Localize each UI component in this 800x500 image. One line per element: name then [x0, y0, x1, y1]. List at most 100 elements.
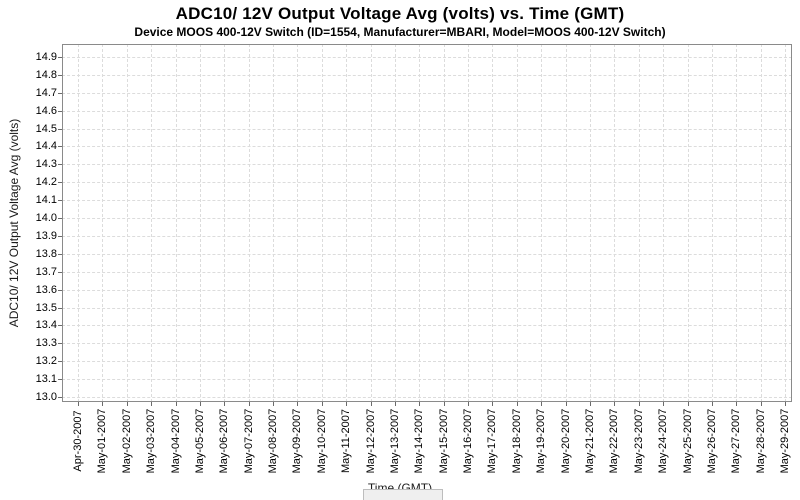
x-tick-label: May-09-2007: [291, 408, 304, 474]
x-tick-label: May-01-2007: [96, 408, 109, 474]
y-tick-label: 14.1: [35, 194, 57, 207]
gridline-horizontal: [62, 361, 792, 363]
y-tick-label: 14.5: [35, 122, 57, 135]
gridline-horizontal: [62, 218, 792, 219]
gridline-vertical: [346, 44, 348, 402]
gridline-vertical: [492, 44, 494, 402]
y-tick-label: 14.7: [35, 86, 57, 99]
gridline-horizontal: [62, 307, 792, 309]
y-tick-label: 14.9: [35, 50, 57, 63]
gridline-horizontal: [62, 146, 792, 148]
y-tick-mark: [58, 56, 62, 58]
y-tick-mark: [58, 200, 62, 202]
x-tick-label: May-28-2007: [754, 408, 767, 474]
y-tick-mark: [58, 92, 62, 94]
y-tick-label: 13.2: [35, 355, 57, 368]
x-tick-label: May-08-2007: [267, 408, 279, 474]
chart-title: ADC10/ 12V Output Voltage Avg (volts) vs…: [175, 4, 625, 23]
gridline-vertical: [297, 44, 299, 402]
y-tick-label: 14.3: [35, 158, 57, 171]
gridline-vertical: [151, 44, 153, 402]
x-tick-label: May-23-2007: [632, 408, 645, 474]
y-tick-mark: [58, 271, 62, 273]
gridline-horizontal: [62, 128, 792, 130]
x-tick-label: May-12-2007: [364, 408, 377, 474]
x-tick-label: May-21-2007: [584, 408, 596, 474]
gridline-vertical: [102, 44, 104, 402]
y-tick-mark: [58, 253, 62, 255]
x-tick-label: May-02-2007: [120, 408, 133, 474]
x-tick-label: May-11-2007: [340, 409, 353, 473]
x-tick-label: May-26-2007: [705, 408, 718, 474]
y-tick-mark: [58, 397, 62, 398]
gridline-horizontal: [62, 200, 792, 202]
x-tick-label: May-15-2007: [437, 408, 450, 474]
gridline-vertical: [468, 44, 470, 402]
x-tick-mark: [273, 402, 274, 406]
gridline-vertical: [273, 44, 274, 402]
x-tick-mark: [736, 402, 738, 406]
x-tick-label: May-14-2007: [413, 408, 426, 474]
x-tick-label: May-20-2007: [559, 408, 572, 474]
chart-subtitle: Device MOOS 400-12V Switch (ID=1554, Man…: [134, 25, 666, 39]
y-tick-label: 13.3: [35, 337, 57, 350]
x-tick-mark: [614, 402, 616, 406]
x-tick-label: May-22-2007: [608, 408, 621, 474]
gridline-vertical: [736, 44, 738, 402]
y-tick-label: 14.6: [35, 104, 57, 117]
gridline-vertical: [663, 44, 665, 402]
x-tick-mark: [541, 402, 543, 406]
x-tick-label: May-10-2007: [315, 408, 328, 474]
x-tick-label: May-03-2007: [145, 408, 158, 474]
x-tick-mark: [151, 402, 153, 406]
gridline-vertical: [175, 44, 177, 402]
y-tick-mark: [58, 74, 62, 76]
gridline-horizontal: [62, 164, 792, 166]
x-tick-label: Apr-30-2007: [72, 410, 84, 472]
x-tick-mark: [760, 402, 762, 406]
gridline-vertical: [590, 44, 591, 402]
y-tick-mark: [58, 146, 62, 148]
plot-area: [62, 44, 792, 402]
gridline-horizontal: [62, 235, 792, 237]
x-tick-mark: [248, 402, 250, 406]
x-tick-label: May-05-2007: [193, 408, 206, 474]
gridline-vertical: [321, 44, 323, 402]
x-tick-mark: [687, 402, 689, 406]
x-tick-label: May-24-2007: [657, 408, 670, 474]
y-tick-mark: [58, 164, 62, 166]
gridline-horizontal: [62, 325, 792, 327]
gridline-horizontal: [62, 379, 792, 381]
gridline-vertical: [419, 44, 421, 402]
x-tick-mark: [590, 402, 591, 406]
y-tick-label: 14.4: [35, 140, 57, 153]
gridline-vertical: [199, 44, 201, 402]
gridline-vertical: [541, 44, 543, 402]
x-tick-label: May-07-2007: [242, 408, 255, 474]
gridline-vertical: [785, 44, 786, 402]
y-tick-mark: [58, 379, 62, 381]
gridline-horizontal: [62, 253, 792, 255]
x-tick-label: May-19-2007: [535, 408, 548, 474]
y-tick-label: 13.7: [35, 265, 57, 278]
y-tick-label: 13.5: [35, 301, 57, 314]
x-tick-mark: [175, 402, 177, 406]
gridline-horizontal: [62, 56, 792, 58]
gridline-horizontal: [62, 343, 792, 345]
y-tick-mark: [58, 343, 62, 345]
y-tick-label: 14.8: [35, 68, 57, 81]
gridline-vertical: [394, 44, 396, 402]
gridline-horizontal: [62, 289, 792, 291]
x-tick-mark: [199, 402, 201, 406]
y-tick-mark: [58, 289, 62, 291]
x-tick-mark: [443, 402, 445, 406]
x-tick-mark: [419, 402, 421, 406]
gridline-vertical: [687, 44, 689, 402]
y-tick-mark: [58, 235, 62, 237]
x-tick-label: May-06-2007: [218, 408, 231, 474]
x-tick-label: May-04-2007: [169, 408, 182, 474]
gridline-vertical: [614, 44, 616, 402]
gridline-horizontal: [62, 182, 792, 184]
x-tick-mark: [224, 402, 226, 406]
gridline-horizontal: [62, 74, 792, 76]
